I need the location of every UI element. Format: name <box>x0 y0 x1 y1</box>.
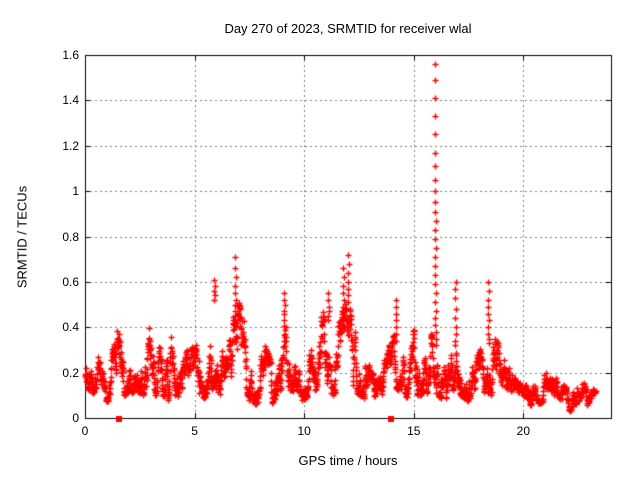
x-axis-label: GPS time / hours <box>298 453 398 468</box>
y-tick-label: 1.4 <box>62 93 79 108</box>
x-tick-label: 20 <box>516 424 530 438</box>
x-tick-label: 10 <box>297 424 311 438</box>
y-tick-label: 0 <box>72 411 79 425</box>
y-tick-label: 0.2 <box>62 365 79 380</box>
x-tick-label: 5 <box>191 424 198 438</box>
y-tick-label: 0.6 <box>62 274 79 289</box>
y-tick-label: 1.2 <box>62 138 79 153</box>
y-tick-label: 0.4 <box>62 320 79 335</box>
x-tick-label: 0 <box>81 424 89 438</box>
y-tick-label: 1.6 <box>62 48 79 62</box>
y-tick-label: 0.8 <box>62 229 79 244</box>
y-axis-label: SRMTID / TECUs <box>14 185 30 289</box>
y-tick-label: 1 <box>72 184 79 199</box>
chart-title: Day 270 of 2023, SRMTID for receiver wla… <box>224 21 472 36</box>
x-tick-label: 15 <box>407 424 421 438</box>
